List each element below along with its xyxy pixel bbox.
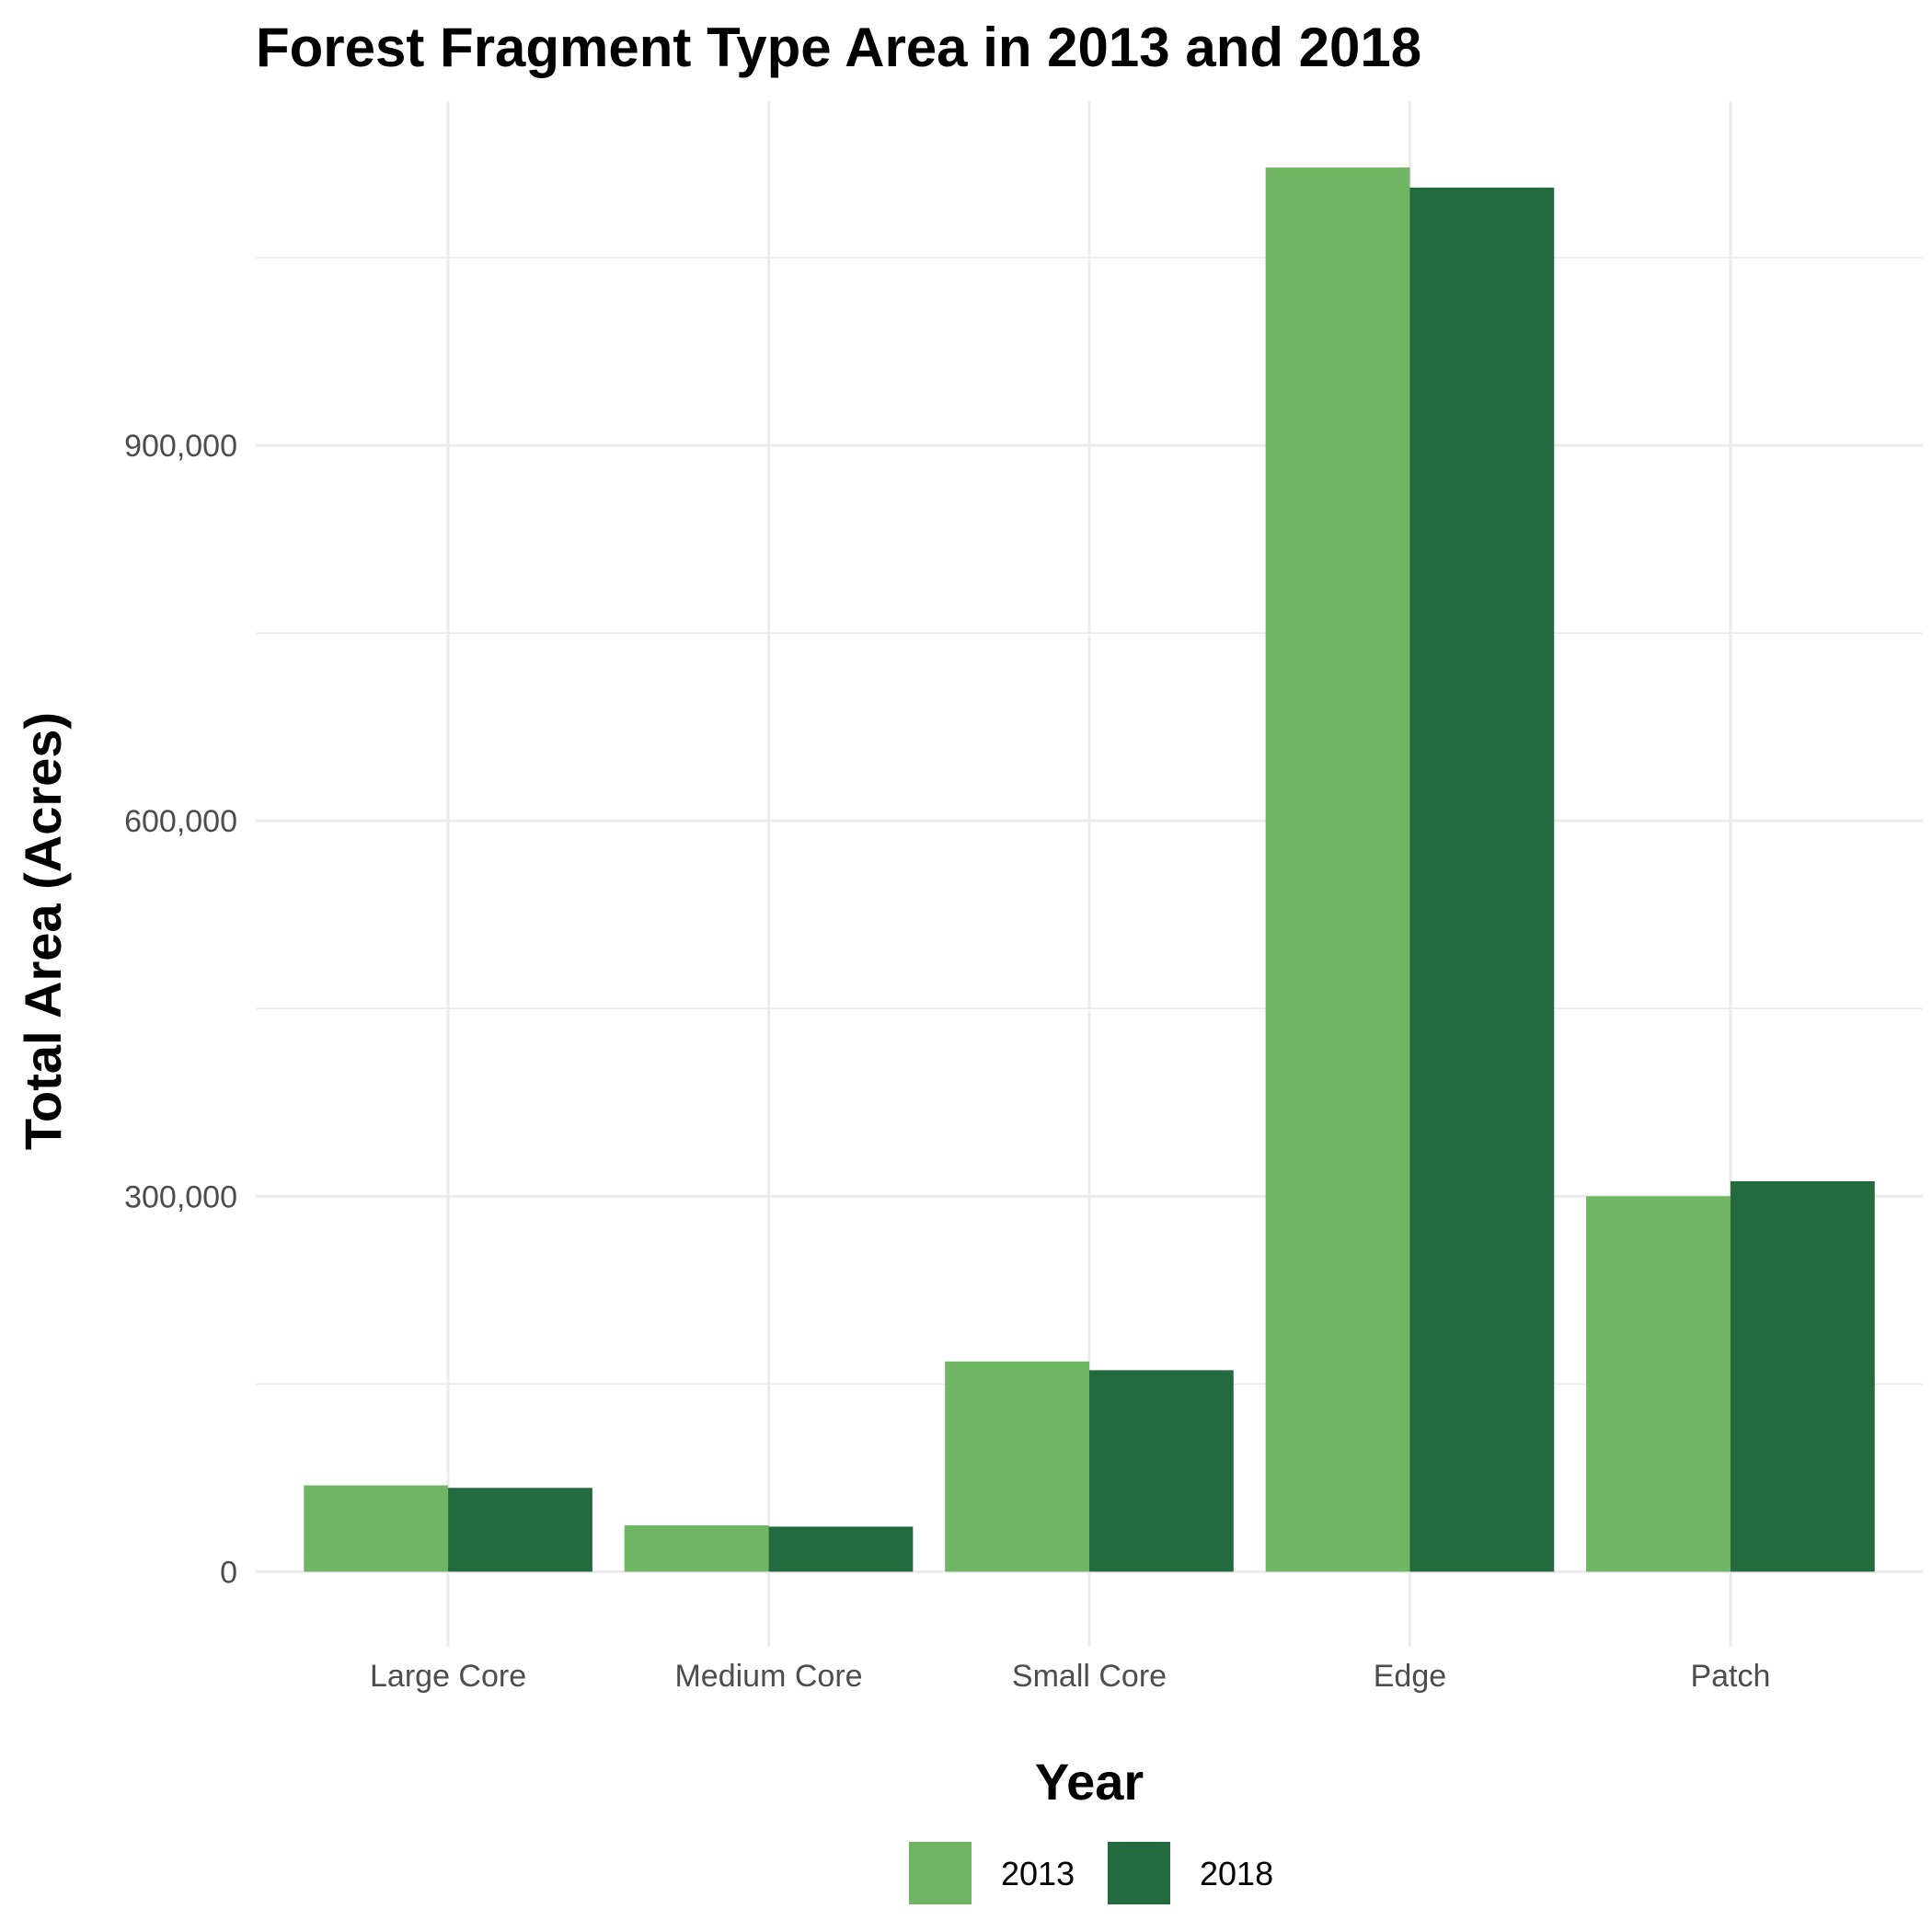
y-axis-ticks: 0 300,000 600,000 900,000: [124, 429, 237, 1590]
x-axis-ticks: Large Core Medium Core Small Core Edge Patch: [370, 1659, 1770, 1694]
legend-key-2018: [1108, 1842, 1170, 1904]
bar-patch-2018: [1730, 1180, 1875, 1572]
bar-large-core-2018: [448, 1488, 592, 1572]
bar-small-core-2013: [945, 1361, 1089, 1572]
chart-title: Forest Fragment Type Area in 2013 and 20…: [256, 17, 1421, 78]
x-tick-label-patch: Patch: [1690, 1659, 1770, 1694]
x-tick-label-large-core: Large Core: [370, 1659, 526, 1694]
bar-edge-2013: [1265, 167, 1410, 1572]
x-tick-label-edge: Edge: [1374, 1659, 1446, 1694]
y-tick-label-2: 600,000: [124, 804, 237, 839]
bar-patch-2013: [1586, 1196, 1731, 1572]
y-tick-label-0: 0: [220, 1555, 237, 1590]
legend: 2013 2018: [909, 1842, 1273, 1904]
legend-label-2013: 2013: [1001, 1855, 1075, 1892]
bars: [304, 167, 1875, 1572]
y-tick-label-1: 300,000: [124, 1179, 237, 1214]
x-tick-label-medium-core: Medium Core: [674, 1659, 862, 1694]
bar-edge-2018: [1409, 187, 1555, 1572]
y-tick-label-3: 900,000: [124, 429, 237, 464]
bar-medium-core-2018: [768, 1526, 914, 1572]
legend-key-2013: [909, 1842, 972, 1904]
bar-medium-core-2013: [624, 1525, 769, 1572]
bar-small-core-2018: [1089, 1370, 1234, 1572]
x-tick-label-small-core: Small Core: [1012, 1659, 1167, 1694]
legend-label-2018: 2018: [1200, 1855, 1273, 1892]
y-axis-label: Total Area (Acres): [14, 712, 72, 1150]
x-axis-label: Year: [1035, 1753, 1144, 1811]
bar-large-core-2013: [304, 1485, 449, 1572]
